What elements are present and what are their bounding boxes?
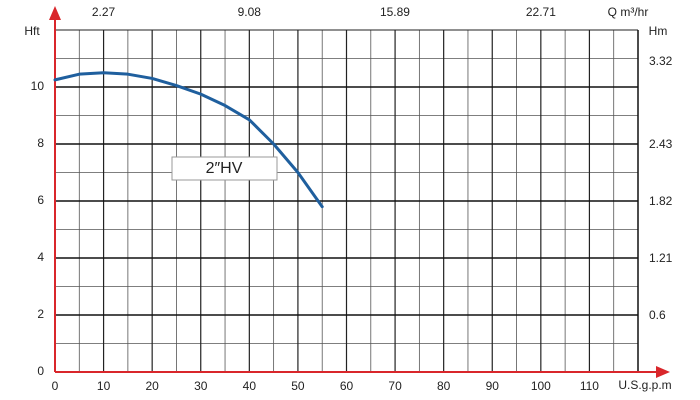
y-tick-label: 4 (37, 250, 44, 264)
x-tick-label: 60 (340, 379, 354, 393)
y-axis-label: Hft (24, 24, 40, 38)
y2-axis-label: Hm (649, 24, 668, 38)
x-tick-label: 100 (531, 379, 551, 393)
x2-tick-label: 22.71 (526, 5, 556, 19)
x2-tick-label: 2.27 (92, 5, 116, 19)
x-tick-label: 0 (52, 379, 59, 393)
x-tick-label: 20 (145, 379, 159, 393)
x-axis-arrow (656, 366, 670, 378)
x-tick-label: 80 (437, 379, 451, 393)
curve (53, 71, 324, 209)
y-axis-arrow (49, 6, 61, 20)
x-tick-label: 50 (291, 379, 305, 393)
y-tick-label: 6 (37, 193, 44, 207)
y2-tick-label: 1.21 (649, 251, 673, 265)
x2-tick-label: 9.08 (238, 5, 262, 19)
x-axis-label: U.S.g.p.m (618, 378, 671, 392)
annotation-box (171, 156, 278, 181)
y-tick-label: 2 (37, 307, 44, 321)
x2-tick-label: 15.89 (380, 5, 410, 19)
x-tick-label: 90 (486, 379, 500, 393)
x-tick-label: 70 (388, 379, 402, 393)
x-tick-label: 40 (243, 379, 257, 393)
y2-tick-label: 2.43 (649, 137, 673, 151)
y2-tick-label: 1.82 (649, 194, 673, 208)
x-tick-label: 10 (97, 379, 111, 393)
y2-tick-label: 0.6 (649, 308, 666, 322)
y-tick-label: 10 (31, 79, 45, 93)
y-tick-label: 8 (37, 136, 44, 150)
x-tick-label: 30 (194, 379, 208, 393)
x2-axis-label: Q m³/hr (608, 5, 649, 19)
y-tick-label: 0 (37, 364, 44, 378)
x-tick-label: 110 (580, 379, 599, 393)
annotation: 2″HV (206, 160, 243, 177)
y2-tick-label: 3.32 (649, 54, 673, 68)
